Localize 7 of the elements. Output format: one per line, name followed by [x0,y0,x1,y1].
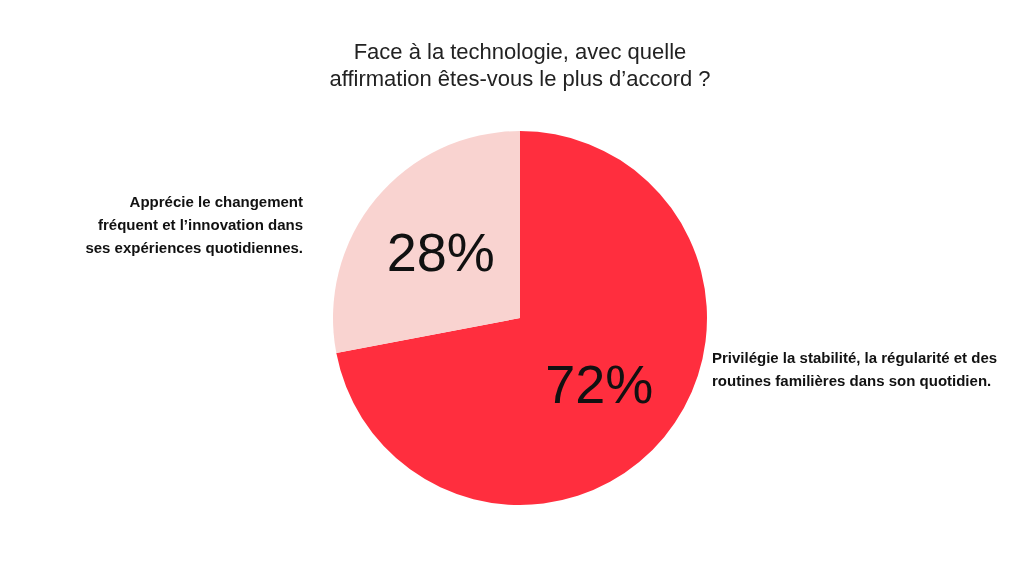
chart-title: Face à la technologie, avec quelle affirmation êtes-vous le plus d’accord ? [328,38,712,92]
data-label: 72% [545,353,654,414]
pie-slice [333,131,520,354]
data-label: 28% [386,222,495,283]
slice-label: Privilégie la stabilité, la régularité et des routines familières dans son quotidien. [712,348,999,391]
pie-slice [336,131,707,505]
slice-label: Apprécie le changement fréquent et l’innovation dans ses expériences quotidiennes. [85,192,303,258]
